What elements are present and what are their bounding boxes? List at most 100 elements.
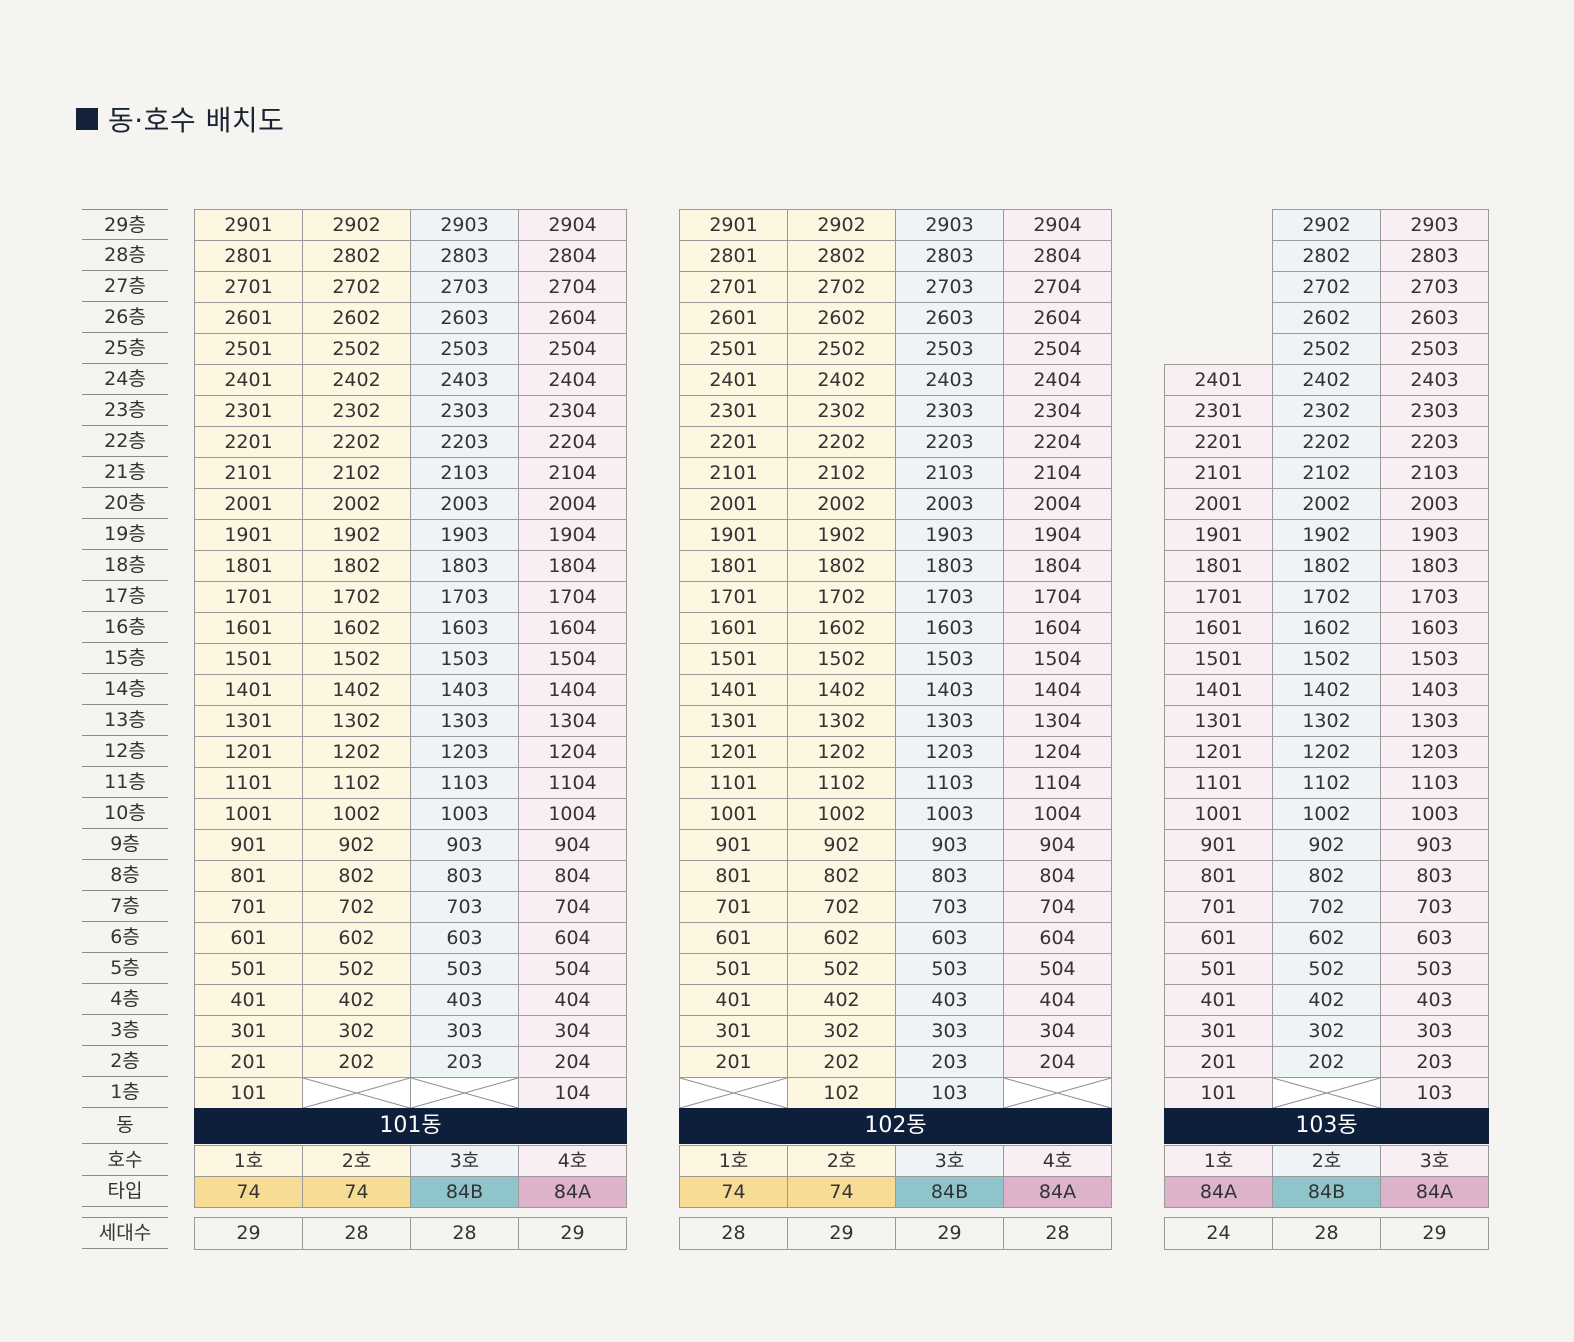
unit-cell: 401 bbox=[679, 984, 788, 1016]
unit-cell: 2804 bbox=[518, 240, 627, 272]
unit-cell: 903 bbox=[410, 829, 519, 861]
unit-cell: 1002 bbox=[1272, 798, 1381, 830]
unit-cell: 2702 bbox=[1272, 271, 1381, 303]
hosu-cell: 4호 bbox=[518, 1145, 627, 1177]
unit-cell: 1101 bbox=[1164, 767, 1273, 799]
unit-cell: 2602 bbox=[1272, 302, 1381, 334]
unit-cell: 1402 bbox=[787, 674, 896, 706]
unit-cell: 1102 bbox=[302, 767, 411, 799]
type-cell: 74 bbox=[679, 1176, 788, 1208]
type-cell: 84B bbox=[895, 1176, 1004, 1208]
unit-cell: 303 bbox=[895, 1015, 1004, 1047]
unit-cell: 1103 bbox=[895, 767, 1004, 799]
floor-label: 19층 bbox=[82, 519, 168, 550]
empty-unit-cell bbox=[1272, 1077, 1381, 1109]
unit-cell: 2202 bbox=[1272, 426, 1381, 458]
unit-cell: 2903 bbox=[410, 209, 519, 241]
unit-cell: 2301 bbox=[194, 395, 303, 427]
unit-cell: 2701 bbox=[679, 271, 788, 303]
unit-cell: 2303 bbox=[410, 395, 519, 427]
empty-unit-cell bbox=[410, 1077, 519, 1109]
floor-label: 4층 bbox=[82, 984, 168, 1015]
unit-cell: 904 bbox=[518, 829, 627, 861]
unit-cell: 103 bbox=[895, 1077, 1004, 1109]
unit-cell: 101 bbox=[1164, 1077, 1273, 1109]
floor-label: 7층 bbox=[82, 891, 168, 922]
unit-cell: 803 bbox=[1380, 860, 1489, 892]
building-name-bar: 102동 bbox=[679, 1108, 1112, 1144]
unit-cell: 2503 bbox=[895, 333, 1004, 365]
unit-cell: 203 bbox=[895, 1046, 1004, 1078]
unit-cell: 202 bbox=[302, 1046, 411, 1078]
unit-cell: 102 bbox=[787, 1077, 896, 1109]
unit-cell: 1703 bbox=[410, 581, 519, 613]
unit-cell: 2802 bbox=[302, 240, 411, 272]
unit-cell: 804 bbox=[518, 860, 627, 892]
unit-cell: 2904 bbox=[518, 209, 627, 241]
unit-cell: 903 bbox=[1380, 829, 1489, 861]
unit-cell: 2802 bbox=[1272, 240, 1381, 272]
empty-unit-cell bbox=[679, 1077, 788, 1109]
unit-cell: 1002 bbox=[302, 798, 411, 830]
unit-cell: 2601 bbox=[194, 302, 303, 334]
unit-cell: 2104 bbox=[518, 457, 627, 489]
unit-cell: 2502 bbox=[1272, 333, 1381, 365]
floor-label: 28층 bbox=[82, 240, 168, 271]
unit-cell: 2604 bbox=[1003, 302, 1112, 334]
unit-cell: 2802 bbox=[787, 240, 896, 272]
floor-label: 26층 bbox=[82, 302, 168, 333]
unit-cell: 2302 bbox=[787, 395, 896, 427]
unit-cell: 701 bbox=[1164, 891, 1273, 923]
unit-cell: 2001 bbox=[1164, 488, 1273, 520]
unit-cell: 1501 bbox=[679, 643, 788, 675]
unit-count-cell: 24 bbox=[1164, 1217, 1273, 1250]
unit-cell: 2304 bbox=[1003, 395, 1112, 427]
unit-cell: 2604 bbox=[518, 302, 627, 334]
unit-cell: 2801 bbox=[194, 240, 303, 272]
unit-cell: 2201 bbox=[679, 426, 788, 458]
unit-cell: 2703 bbox=[410, 271, 519, 303]
unit-cell: 1702 bbox=[1272, 581, 1381, 613]
unit-cell: 603 bbox=[410, 922, 519, 954]
unit-cell: 1303 bbox=[410, 705, 519, 737]
unit-cell: 1104 bbox=[518, 767, 627, 799]
cross-mark-icon bbox=[680, 1078, 787, 1108]
type-row-label: 타입 bbox=[82, 1176, 168, 1207]
unit-cell: 2503 bbox=[410, 333, 519, 365]
unit-cell: 601 bbox=[194, 922, 303, 954]
unit-cell: 2603 bbox=[410, 302, 519, 334]
unit-cell: 1701 bbox=[194, 581, 303, 613]
unit-cell: 2502 bbox=[302, 333, 411, 365]
unit-cell: 1003 bbox=[895, 798, 1004, 830]
unit-cell: 2502 bbox=[787, 333, 896, 365]
unit-cell: 1001 bbox=[1164, 798, 1273, 830]
unit-cell: 2203 bbox=[410, 426, 519, 458]
unit-cell: 2103 bbox=[410, 457, 519, 489]
unit-cell: 1801 bbox=[1164, 550, 1273, 582]
unit-cell: 2803 bbox=[410, 240, 519, 272]
unit-cell: 303 bbox=[1380, 1015, 1489, 1047]
hosu-cell: 2호 bbox=[302, 1145, 411, 1177]
unit-count-cell: 28 bbox=[1003, 1217, 1112, 1250]
unit-cell: 302 bbox=[787, 1015, 896, 1047]
unit-cell: 1401 bbox=[194, 674, 303, 706]
unit-cell: 2701 bbox=[194, 271, 303, 303]
unit-cell: 2402 bbox=[787, 364, 896, 396]
unit-cell: 1204 bbox=[1003, 736, 1112, 768]
floor-label: 29층 bbox=[82, 209, 168, 240]
unit-cell: 1803 bbox=[895, 550, 1004, 582]
unit-cell: 203 bbox=[1380, 1046, 1489, 1078]
unit-cell: 1201 bbox=[194, 736, 303, 768]
unit-cell: 902 bbox=[302, 829, 411, 861]
cross-mark-icon bbox=[411, 1078, 518, 1108]
unit-cell: 2603 bbox=[895, 302, 1004, 334]
unit-cell: 1702 bbox=[787, 581, 896, 613]
unit-cell: 1601 bbox=[1164, 612, 1273, 644]
unit-cell: 2103 bbox=[895, 457, 1004, 489]
unit-cell: 702 bbox=[302, 891, 411, 923]
unit-cell: 1504 bbox=[518, 643, 627, 675]
unit-cell: 1404 bbox=[1003, 674, 1112, 706]
unit-cell: 1602 bbox=[302, 612, 411, 644]
type-cell: 74 bbox=[787, 1176, 896, 1208]
hosu-cell: 3호 bbox=[895, 1145, 1004, 1177]
